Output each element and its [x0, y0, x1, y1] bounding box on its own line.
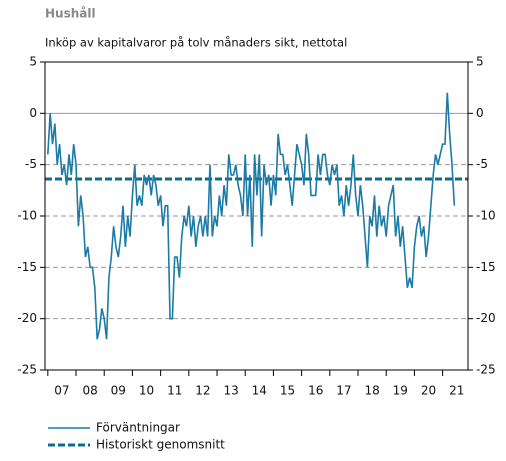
y-tick-label: -5: [25, 157, 37, 171]
plot-frame: [44, 61, 469, 371]
y2-tick-label: -15: [476, 260, 496, 274]
x-tick-label: 21: [449, 384, 464, 398]
legend-label: Förväntningar: [96, 421, 180, 435]
y2-tick-label: -20: [476, 311, 496, 325]
y-tick-label: -25: [17, 363, 37, 377]
y-tick-label: -20: [17, 311, 37, 325]
chart-subtitle: Inköp av kapitalvaror på tolv månaders s…: [45, 36, 347, 50]
y2-tick-label: 0: [476, 106, 484, 120]
y2-tick-label: 5: [476, 55, 484, 69]
x-tick-label: 12: [195, 384, 210, 398]
x-tick-label: 10: [139, 384, 154, 398]
y2-tick-label: -10: [476, 209, 496, 223]
y-tick-label: -15: [17, 260, 37, 274]
x-tick-label: 16: [308, 384, 323, 398]
x-tick-label: 15: [280, 384, 295, 398]
series-line: [47, 92, 456, 340]
x-tick-label: 11: [167, 384, 182, 398]
x-tick-label: 17: [336, 384, 351, 398]
y2-tick-label: -5: [476, 157, 488, 171]
x-tick-label: 14: [252, 384, 267, 398]
x-tick-label: 20: [421, 384, 436, 398]
x-tick-label: 19: [393, 384, 408, 398]
y-tick-label: 0: [29, 106, 37, 120]
x-tick-label: 09: [111, 384, 126, 398]
x-tick-label: 08: [82, 384, 97, 398]
x-tick-label: 13: [223, 384, 238, 398]
x-tick-label: 18: [364, 384, 379, 398]
y-tick-label: 5: [29, 55, 37, 69]
legend-label: Historiskt genomsnitt: [96, 438, 225, 452]
y2-tick-label: -25: [476, 363, 496, 377]
y-tick-label: -10: [17, 209, 37, 223]
chart-title: Hushåll: [45, 7, 96, 21]
x-tick-label: 07: [54, 384, 69, 398]
